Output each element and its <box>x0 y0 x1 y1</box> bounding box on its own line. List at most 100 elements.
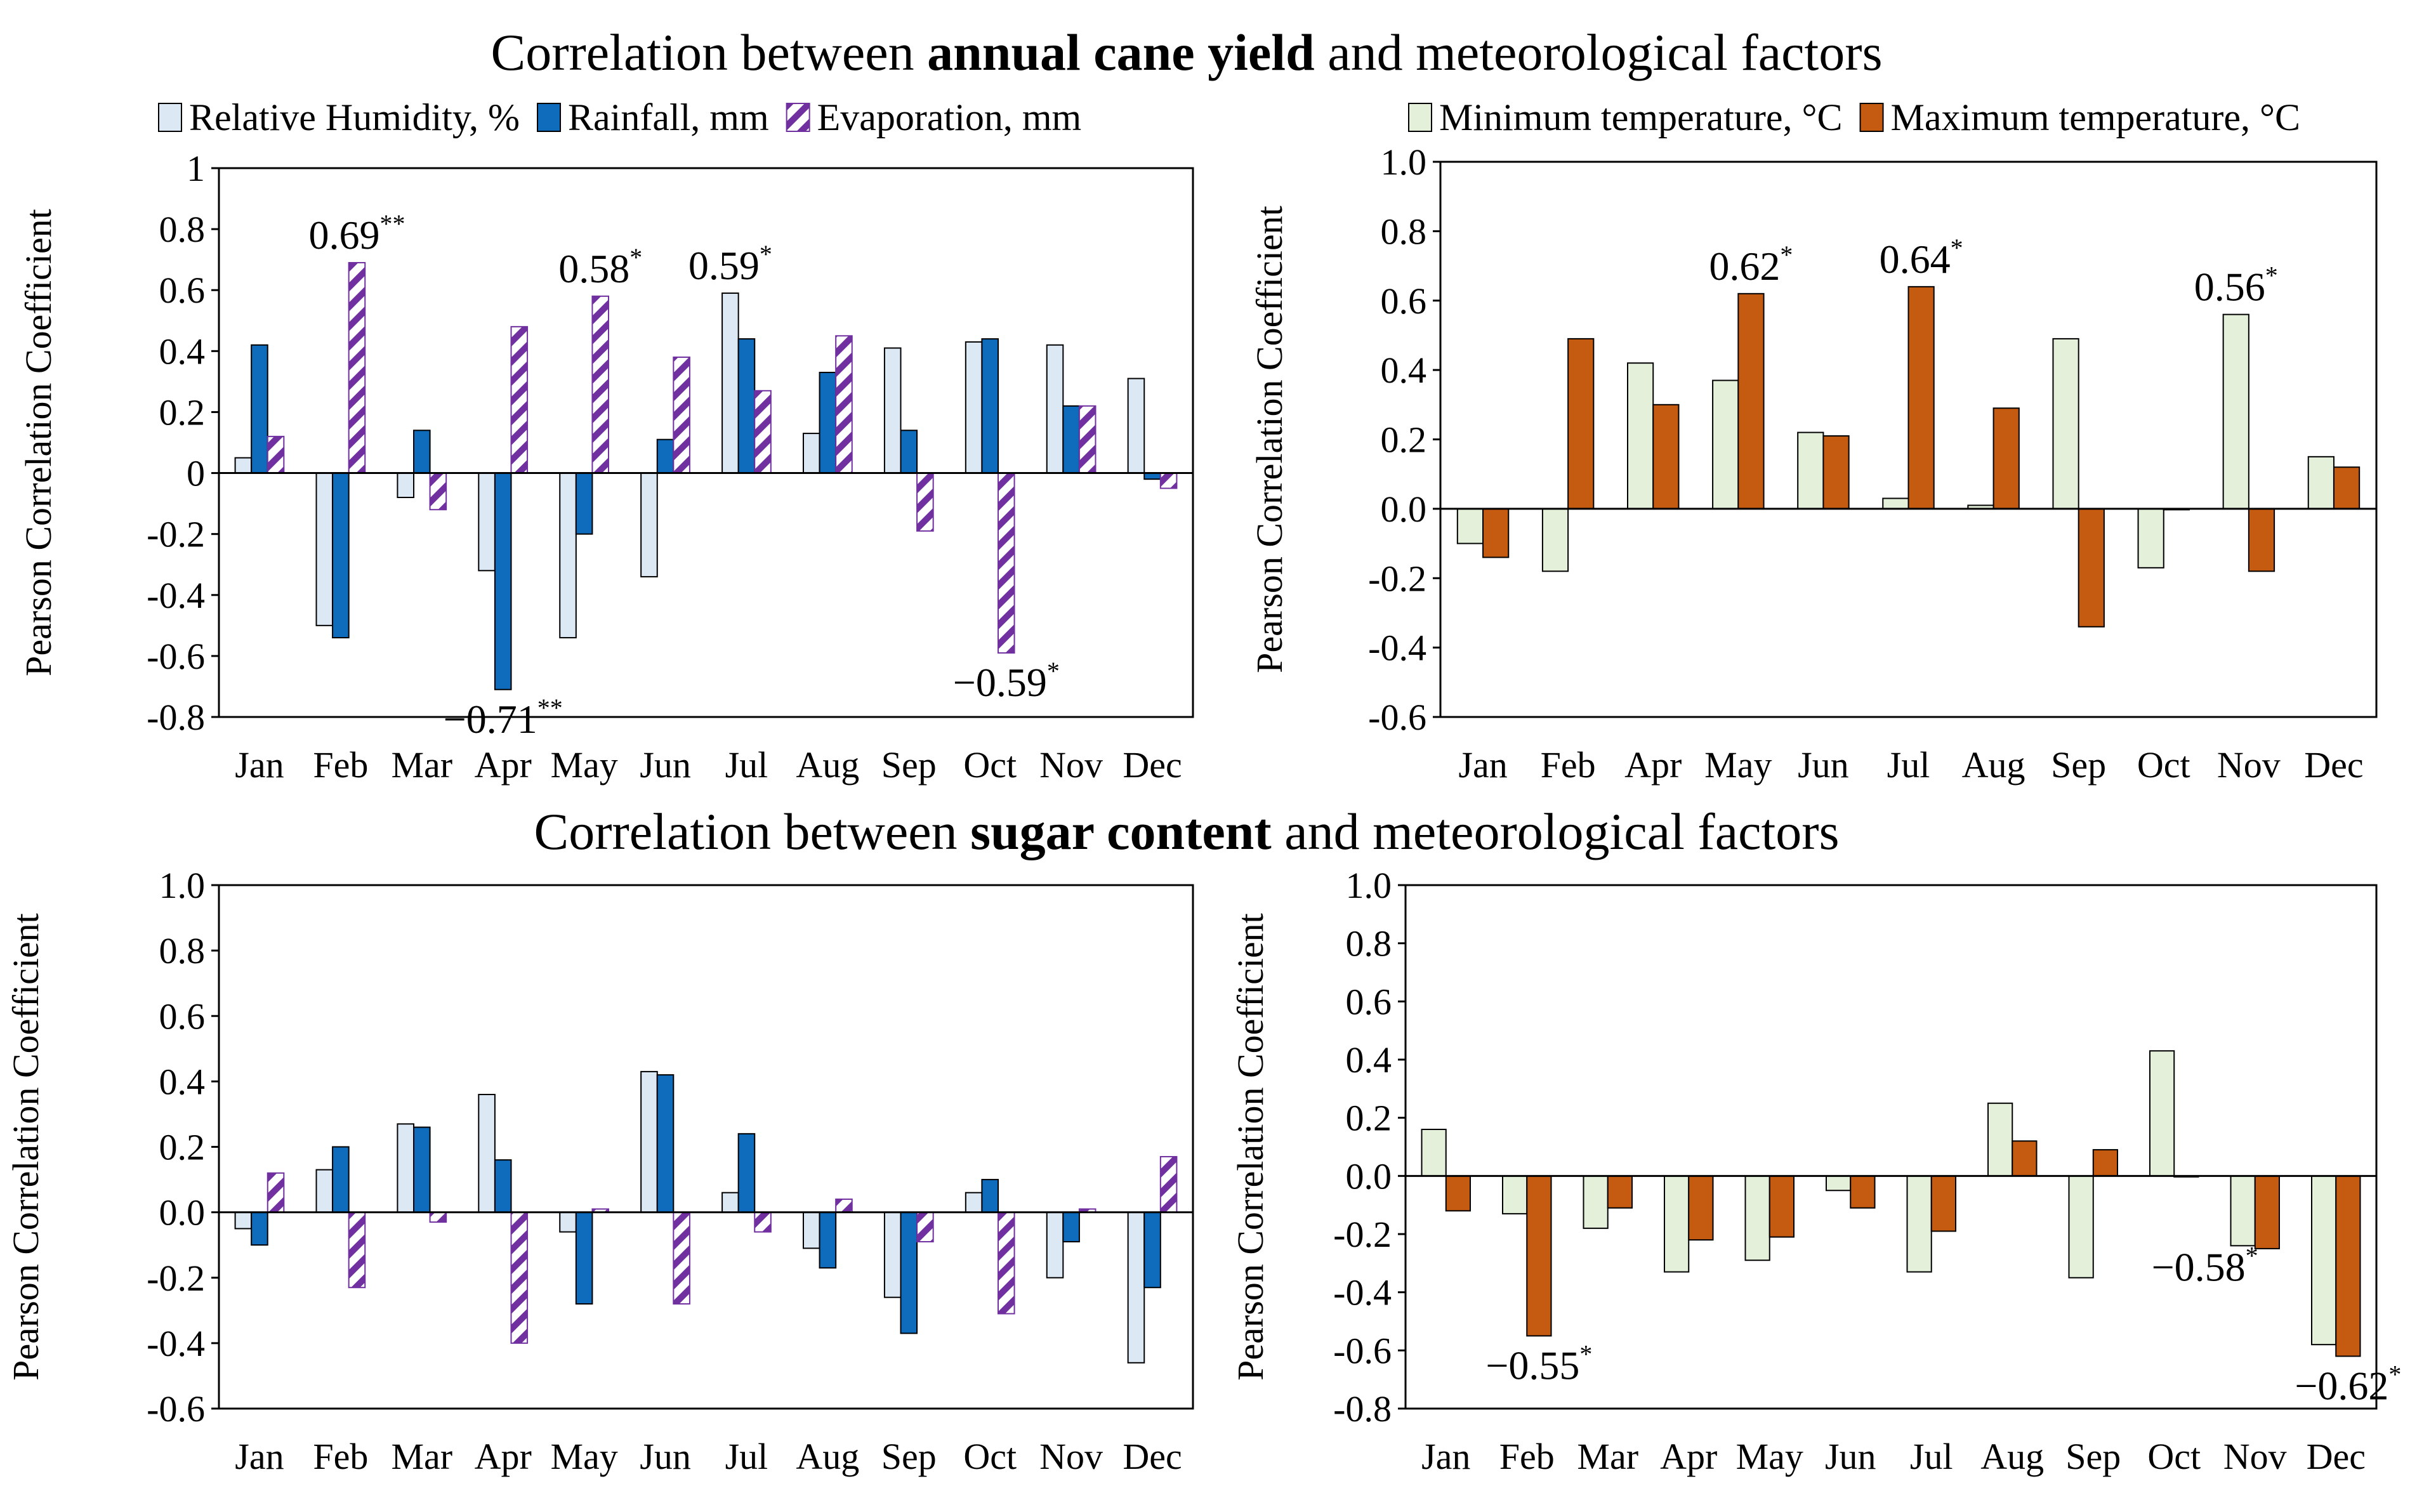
bar-humidity-aug <box>803 433 820 474</box>
bar-humidity-may <box>559 1211 577 1233</box>
y-tick-label: -0.2 <box>1368 558 1426 599</box>
annotation-significance: * <box>2388 1360 2401 1389</box>
plot-frame <box>218 167 1194 718</box>
bar-max_temp-sep <box>2078 508 2105 628</box>
bar-min_temp-apr <box>1627 362 1654 509</box>
bar-rainfall-jan <box>251 1211 268 1246</box>
annotation-significance: ** <box>379 209 405 238</box>
y-tick-label: 1 <box>187 148 205 189</box>
annotation-label: 0.62* <box>1709 240 1793 289</box>
annotation-significance: * <box>1951 233 1963 262</box>
bar-evaporation-jul <box>754 1211 772 1233</box>
y-tick-label: 1.0 <box>1346 865 1392 906</box>
y-tick-label: 0.4 <box>1346 1039 1392 1081</box>
x-tick-label: Dec <box>2304 744 2363 786</box>
y-tick-label: 0.6 <box>1346 981 1392 1022</box>
annotation-significance: * <box>2265 261 2278 290</box>
bar-max_temp-aug <box>1992 407 2020 509</box>
y-axis-label: Pearson Correlation Coefficient <box>1230 913 1271 1381</box>
bar-evaporation-may <box>591 295 610 474</box>
x-tick-label: Jun <box>1798 744 1849 786</box>
bar-humidity-may <box>559 472 577 639</box>
bar-min_temp-jan <box>1456 508 1484 544</box>
bar-humidity-dec <box>1127 1211 1145 1364</box>
bar-max_temp-jan <box>1445 1175 1471 1212</box>
y-tick-label: -0.6 <box>1368 697 1426 738</box>
x-tick-label: Jan <box>235 1436 284 1477</box>
bar-humidity-apr <box>478 1094 496 1213</box>
y-tick-label: -0.4 <box>1368 628 1426 669</box>
x-tick-label: Mar <box>1577 1436 1638 1477</box>
y-tick-label: -0.6 <box>147 636 205 677</box>
x-tick-label: Nov <box>1039 744 1103 786</box>
bar-min_temp-sep <box>2068 1175 2094 1279</box>
bar-humidity-jul <box>721 1192 739 1213</box>
bar-max_temp-dec <box>2333 466 2361 509</box>
annotation-label: 0.64* <box>1880 233 1963 282</box>
bar-evaporation-apr <box>510 1211 529 1344</box>
bar-max_temp-nov <box>2248 508 2275 572</box>
annotation-significance: * <box>1579 1339 1592 1368</box>
chart-cane-yield-humidity-rainfall-evaporation: 1 0.8 0.6 0.4 0.2 0 -0.2 -0.4 -0.6 -0.8 Pearson Co… <box>18 96 1194 786</box>
bar-evaporation-mar <box>429 472 447 511</box>
bar-rainfall-jun <box>656 1074 675 1213</box>
bar-evaporation-apr <box>510 325 529 474</box>
bar-max_temp-sep <box>2092 1149 2118 1177</box>
y-tick-label: -0.4 <box>147 575 205 616</box>
x-tick-label: Feb <box>1541 744 1596 786</box>
annotation-value: −0.71 <box>444 697 537 742</box>
x-tick-label: Mar <box>391 1436 452 1477</box>
bar-evaporation-jan <box>267 1172 285 1213</box>
bar-humidity-mar <box>397 1123 415 1213</box>
bar-rainfall-aug <box>819 1211 837 1269</box>
bar-humidity-feb <box>315 472 334 626</box>
bar-evaporation-jun <box>673 356 690 474</box>
bar-rainfall-jul <box>737 338 756 474</box>
bar-evaporation-feb <box>348 261 366 474</box>
bar-min_temp-feb <box>1502 1175 1528 1214</box>
y-tick-label: -0.2 <box>147 1258 205 1299</box>
legend-label-evaporation: Evaporation, mm <box>817 96 1082 138</box>
x-tick-label: Jul <box>1910 1436 1953 1477</box>
x-tick-label: May <box>550 744 617 786</box>
x-tick-label: Jun <box>1825 1436 1876 1477</box>
plot-frame <box>218 884 1194 1410</box>
bar-max_temp-jan <box>1482 508 1510 558</box>
x-tick-label: Aug <box>796 1436 859 1477</box>
chart-sugar-content-humidity-rainfall-evaporation: 1.0 0.8 0.6 0.4 0.2 0.0 -0.2 -0.4 -0.6 Pearson Co… <box>5 865 1194 1477</box>
bar-rainfall-feb <box>332 472 350 639</box>
x-tick-label: Sep <box>2065 1436 2121 1477</box>
y-tick-label: 1.0 <box>159 865 206 906</box>
y-tick-label: -0.4 <box>147 1323 205 1364</box>
bar-rainfall-sep <box>900 430 918 474</box>
bar-max_temp-dec <box>2335 1175 2361 1357</box>
bar-humidity-jul <box>721 293 739 474</box>
legend-label-min_temp: Minimum temperature, °C <box>1439 96 1843 138</box>
bar-rainfall-oct <box>981 338 999 474</box>
y-axis-label: Pearson Correlation Coefficient <box>1249 206 1290 673</box>
bar-min_temp-apr <box>1664 1175 1690 1273</box>
y-tick-label: 0.8 <box>159 930 206 971</box>
annotation-value: −0.62 <box>2295 1364 2388 1409</box>
bar-min_temp-nov <box>2222 313 2249 509</box>
y-tick-label: -0.2 <box>1333 1214 1392 1255</box>
y-tick-label: 0.8 <box>159 209 206 250</box>
chart-sugar-content-temperature: 1.0 0.8 0.6 0.4 0.2 0.0 -0.2 -0.4 -0.6 -0.8 Pearso… <box>1230 865 2401 1477</box>
bar-max_temp-may <box>1737 293 1765 509</box>
annotation-significance: * <box>760 240 772 268</box>
bar-evaporation-sep <box>916 1211 934 1243</box>
x-tick-label: May <box>1704 744 1772 786</box>
y-tick-label: 0.2 <box>159 1127 206 1168</box>
plot-frame <box>1404 884 2378 1410</box>
annotation-significance: ** <box>537 694 563 722</box>
y-tick-label: 0.2 <box>1346 1098 1392 1139</box>
x-tick-label: May <box>1736 1436 1803 1477</box>
annotation-significance: * <box>1780 240 1793 269</box>
y-tick-label: 0.4 <box>159 1061 206 1102</box>
bar-max_temp-feb <box>1567 338 1595 509</box>
annotation-value: −0.55 <box>1485 1343 1579 1388</box>
y-axis-label: Pearson Correlation Coefficient <box>18 209 59 676</box>
annotation-value: 0.59 <box>688 243 760 288</box>
annotation-label: −0.55* <box>1485 1339 1592 1388</box>
bar-rainfall-apr <box>494 472 512 690</box>
